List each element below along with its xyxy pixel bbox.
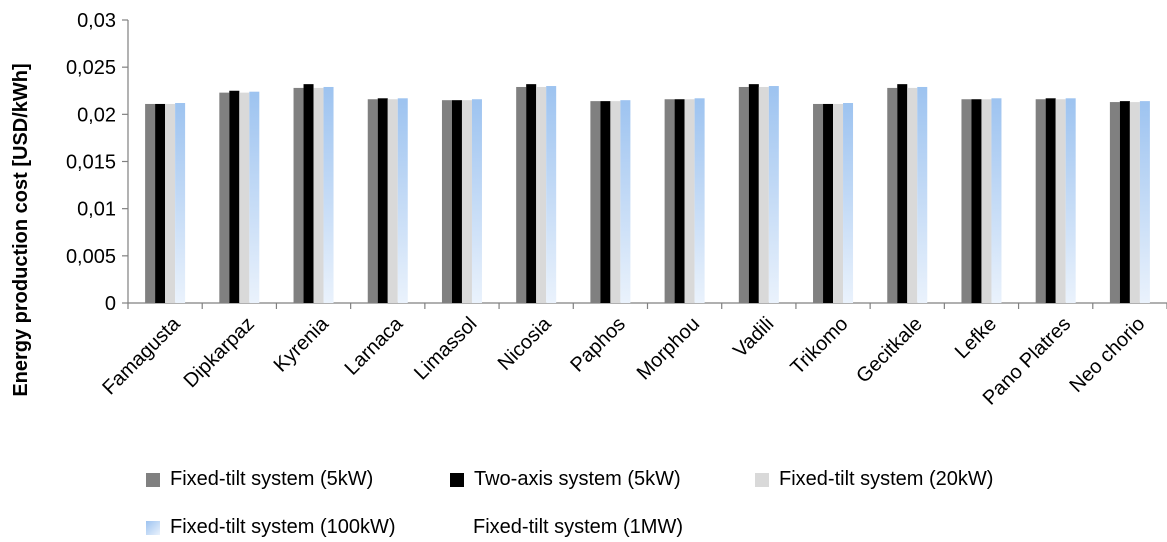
bar-lefke-series-1 bbox=[961, 99, 972, 304]
bar-limassol-series-4 bbox=[471, 99, 482, 304]
y-tick-label: 0,025 bbox=[66, 57, 116, 79]
x-tick-label: Dipkarpaz bbox=[180, 313, 259, 392]
x-tick-label: Larnaca bbox=[341, 312, 408, 379]
bar-dipkarpaz-series-1 bbox=[219, 92, 230, 304]
bar-pano-platres-series-2 bbox=[1045, 98, 1056, 304]
bar-limassol-series-1 bbox=[441, 100, 452, 303]
bar-gecitkale-series-4 bbox=[917, 86, 928, 303]
bar-larnaca-series-2 bbox=[377, 98, 388, 304]
bar-pano-platres-series-3 bbox=[1055, 99, 1066, 304]
bar-neo-chorio-series-4 bbox=[1139, 101, 1150, 303]
bar-nicosia-series-4 bbox=[546, 86, 557, 304]
x-tick-label: Paphos bbox=[566, 313, 630, 377]
bar-neo-chorio-series-3 bbox=[1129, 102, 1140, 303]
bar-larnaca-series-4 bbox=[397, 98, 408, 304]
bar-morphou-series-3 bbox=[684, 99, 695, 304]
bar-morphou-series-4 bbox=[694, 98, 705, 304]
bar-paphos-series-4 bbox=[620, 100, 631, 303]
bar-famagusta-series-3 bbox=[165, 103, 176, 303]
bar-neo-chorio-series-2 bbox=[1119, 101, 1130, 303]
bar-dipkarpaz-series-3 bbox=[239, 92, 250, 304]
x-tick-label: Kyrenia bbox=[270, 312, 334, 376]
bar-gecitkale-series-3 bbox=[907, 87, 918, 303]
bar-kyrenia-series-2 bbox=[303, 84, 314, 303]
bar-kyrenia-series-1 bbox=[293, 87, 304, 303]
bar-famagusta-series-2 bbox=[155, 103, 166, 303]
x-tick-label: Lefke bbox=[951, 313, 1001, 363]
x-tick-label: Limassol bbox=[410, 313, 481, 384]
bar-vadili-series-2 bbox=[748, 84, 759, 303]
bar-morphou-series-1 bbox=[664, 99, 675, 304]
x-tick-label: Vadili bbox=[729, 313, 778, 362]
x-tick-label: Famagusta bbox=[98, 312, 185, 399]
bar-gecitkale-series-2 bbox=[897, 84, 908, 303]
bar-larnaca-series-3 bbox=[387, 99, 398, 304]
x-tick-label: Neo chorio bbox=[1065, 313, 1149, 397]
y-tick-label: 0,03 bbox=[77, 10, 116, 32]
bar-famagusta-series-4 bbox=[175, 103, 186, 303]
bar-pano-platres-series-4 bbox=[1065, 98, 1076, 304]
bar-paphos-series-1 bbox=[590, 101, 601, 303]
bar-limassol-series-3 bbox=[461, 100, 472, 303]
bar-nicosia-series-1 bbox=[516, 86, 527, 303]
y-tick-label: 0,02 bbox=[77, 104, 116, 126]
bar-pano-platres-series-1 bbox=[1035, 99, 1046, 304]
bar-vadili-series-3 bbox=[758, 86, 769, 303]
x-tick-label: Trikomo bbox=[786, 313, 852, 379]
x-tick-label: Morphou bbox=[633, 313, 704, 384]
bar-paphos-series-3 bbox=[610, 101, 621, 303]
bar-nicosia-series-3 bbox=[536, 86, 547, 303]
bar-dipkarpaz-series-4 bbox=[249, 91, 260, 304]
bar-famagusta-series-1 bbox=[145, 103, 156, 303]
y-tick-label: 0,01 bbox=[77, 199, 116, 221]
bar-neo-chorio-series-1 bbox=[1109, 102, 1120, 303]
y-tick-label: 0 bbox=[105, 293, 116, 315]
bar-gecitkale-series-1 bbox=[887, 87, 898, 303]
y-axis-title: Energy production cost [USD/kWh] bbox=[10, 63, 32, 396]
bar-lefke-series-2 bbox=[971, 99, 982, 304]
x-tick-label: Nicosia bbox=[494, 312, 557, 375]
bar-trikomo-series-1 bbox=[813, 103, 824, 303]
x-tick-label: Gecitkale bbox=[852, 313, 927, 388]
bar-morphou-series-2 bbox=[674, 99, 685, 304]
bar-trikomo-series-2 bbox=[823, 103, 834, 303]
bar-vadili-series-4 bbox=[768, 86, 779, 304]
bar-kyrenia-series-4 bbox=[323, 86, 334, 303]
bar-paphos-series-2 bbox=[600, 101, 611, 303]
bar-trikomo-series-4 bbox=[843, 103, 854, 303]
bar-nicosia-series-2 bbox=[526, 84, 537, 303]
y-tick-label: 0,015 bbox=[66, 152, 116, 174]
bar-limassol-series-2 bbox=[451, 100, 462, 303]
bar-lefke-series-4 bbox=[991, 98, 1002, 304]
bar-larnaca-series-1 bbox=[367, 99, 378, 304]
bar-kyrenia-series-3 bbox=[313, 87, 324, 303]
bar-trikomo-series-3 bbox=[833, 103, 844, 303]
bar-vadili-series-1 bbox=[738, 86, 749, 303]
bar-lefke-series-3 bbox=[981, 99, 992, 304]
y-tick-label: 0,005 bbox=[66, 246, 116, 268]
bar-dipkarpaz-series-2 bbox=[229, 90, 240, 303]
